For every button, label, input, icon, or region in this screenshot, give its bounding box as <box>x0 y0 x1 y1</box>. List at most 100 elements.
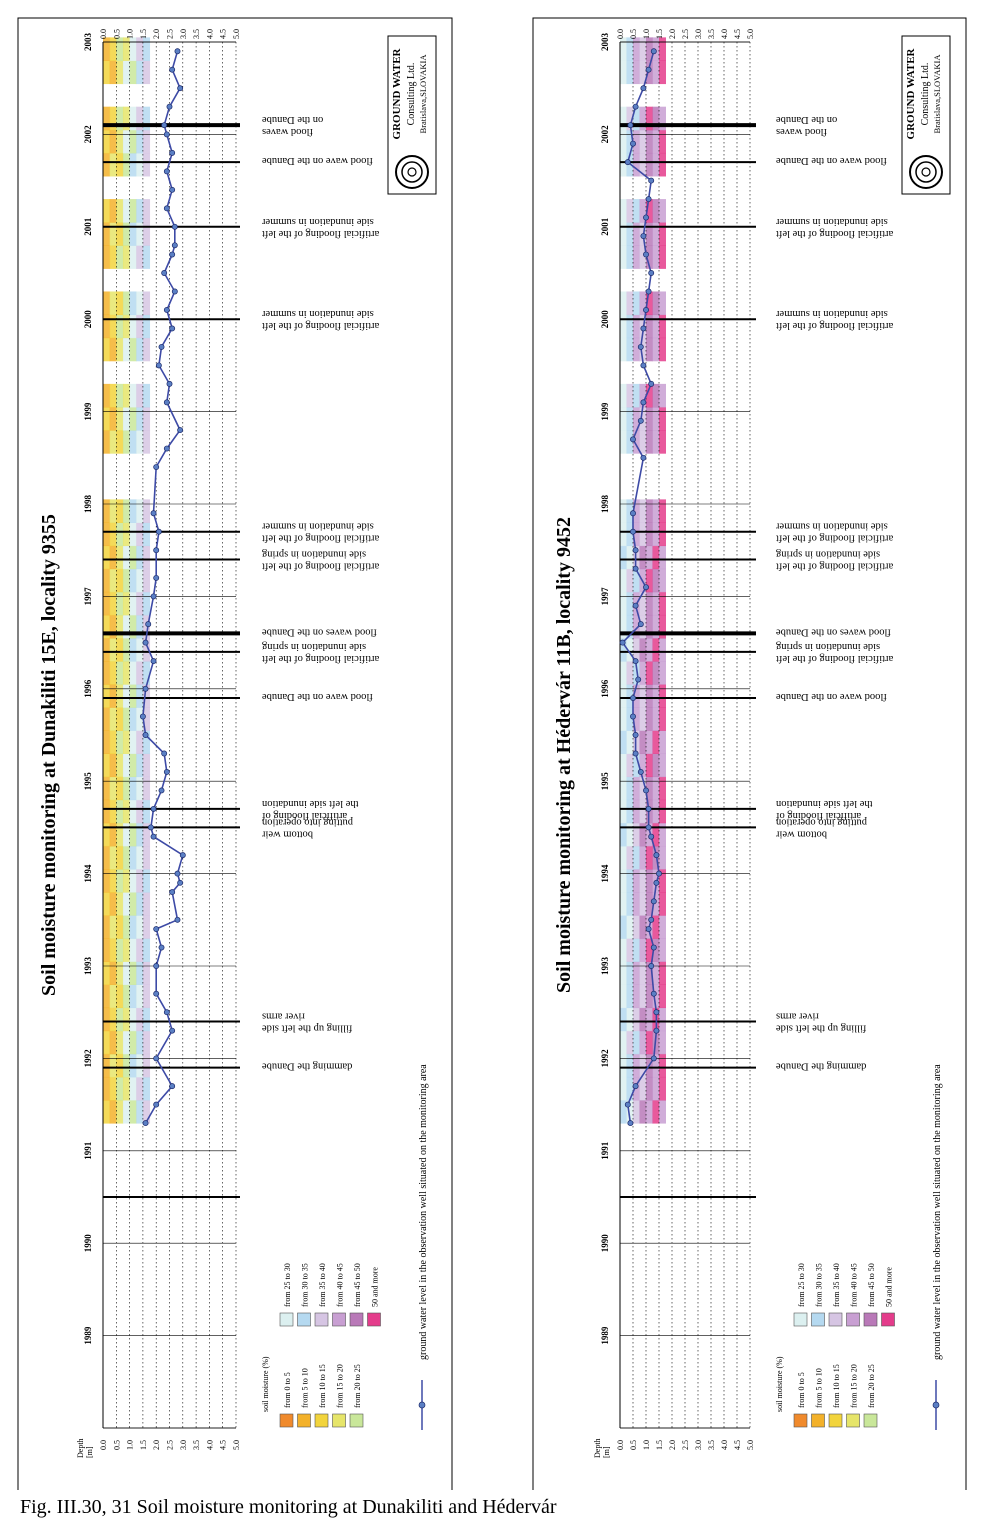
moisture-cell <box>122 938 131 962</box>
moisture-cell <box>659 776 666 801</box>
moisture-cell <box>116 245 124 269</box>
moisture-cell <box>116 845 124 870</box>
moisture-cell <box>136 406 144 431</box>
moisture-cell <box>103 614 111 639</box>
soil-moisture-band <box>103 37 151 1124</box>
moisture-cell <box>626 60 634 85</box>
moisture-cell <box>142 545 151 570</box>
moisture-cell <box>122 961 131 985</box>
event-label-line: artificial flooding of the left <box>262 320 379 331</box>
moisture-cell <box>626 568 634 593</box>
depth-tick-label: 4.0 <box>720 1440 729 1450</box>
moisture-cell <box>122 337 131 362</box>
moisture-cell <box>116 915 124 939</box>
moisture-cell <box>136 684 144 708</box>
legend-swatch <box>881 1312 895 1327</box>
moisture-cell <box>122 637 131 662</box>
legend-label: from 0 to 5 <box>283 1372 292 1408</box>
moisture-cell <box>620 106 627 131</box>
moisture-cell <box>633 545 640 570</box>
event-label-line: side inundation in spring <box>261 641 366 652</box>
legend-well-label: ground water level in the observation we… <box>418 1064 429 1360</box>
depth-tick-label: 5.0 <box>232 1440 241 1450</box>
logo-emblem-icon <box>407 167 417 177</box>
moisture-cell <box>639 383 647 408</box>
moisture-cell <box>652 915 660 939</box>
moisture-cell <box>122 430 131 454</box>
moisture-cell <box>109 961 117 985</box>
moisture-cell <box>639 684 647 708</box>
moisture-cell <box>103 799 111 824</box>
legend-label: from 15 to 20 <box>850 1364 859 1408</box>
moisture-cell <box>659 245 666 269</box>
groundwater-point <box>174 48 181 55</box>
groundwater-point <box>650 48 657 55</box>
legend-swatch <box>863 1312 878 1327</box>
moisture-cell <box>109 291 117 316</box>
depth-tick-label: 3.5 <box>707 29 716 39</box>
groundwater-point <box>139 713 146 720</box>
moisture-cell <box>633 707 640 731</box>
moisture-cell <box>646 637 653 662</box>
depth-tick-label: 1.5 <box>139 29 148 39</box>
depth-tick-label: 4.5 <box>733 1440 742 1450</box>
moisture-cell <box>646 776 653 801</box>
moisture-cell <box>142 614 151 639</box>
legend-swatch <box>828 1312 843 1327</box>
moisture-cell <box>122 1030 131 1055</box>
moisture-cell <box>646 245 653 269</box>
moisture-cell <box>129 822 137 847</box>
moisture-cell <box>109 522 117 547</box>
chart-title: Soil moisture monitoring at Hédervár 11B… <box>553 517 575 993</box>
groundwater-point <box>158 787 165 794</box>
moisture-cell <box>620 730 627 754</box>
groundwater-point <box>163 168 170 175</box>
moisture-cell <box>129 430 137 454</box>
moisture-cell <box>142 730 151 754</box>
groundwater-point <box>158 343 165 350</box>
moisture-cell <box>646 868 653 893</box>
legend: soil moisture (%) from 0 to 5 from 5 to 10… <box>775 1064 943 1430</box>
moisture-cell <box>620 915 627 939</box>
legend-swatch <box>279 1413 294 1428</box>
moisture-cell <box>129 707 137 731</box>
moisture-cell <box>626 430 634 454</box>
moisture-cell <box>626 1099 634 1124</box>
groundwater-point <box>653 852 660 859</box>
event-label: flood wave on the Danube <box>776 691 887 702</box>
moisture-cell <box>109 938 117 962</box>
moisture-cell <box>136 753 144 778</box>
moisture-cell <box>620 845 627 870</box>
depth-tick-label: 1.0 <box>126 1440 135 1450</box>
year-label: 1998 <box>83 495 93 514</box>
groundwater-point <box>169 889 176 896</box>
moisture-cell <box>103 499 111 523</box>
moisture-cell <box>620 383 627 408</box>
moisture-cell <box>103 591 111 616</box>
moisture-cell <box>626 1030 634 1055</box>
moisture-cell <box>103 1030 111 1055</box>
year-label: 1995 <box>600 772 610 791</box>
moisture-cell <box>129 499 137 523</box>
moisture-cell <box>109 129 117 154</box>
moisture-cell <box>652 984 660 1009</box>
legend-label: 50 and more <box>371 1267 380 1307</box>
legend-well-label: ground water level in the observation we… <box>932 1064 943 1360</box>
moisture-cell <box>620 637 627 662</box>
moisture-cell <box>646 730 653 754</box>
moisture-cell <box>136 568 144 593</box>
moisture-cell <box>646 707 653 731</box>
moisture-cell <box>652 199 660 223</box>
moisture-cell <box>103 106 111 131</box>
moisture-cell <box>639 406 647 431</box>
depth-tick-label: 5.0 <box>232 29 241 39</box>
moisture-cell <box>103 199 111 223</box>
groundwater-point <box>632 565 639 572</box>
moisture-cell <box>122 406 131 431</box>
moisture-cell <box>633 406 640 431</box>
depth-tick-label: 0.5 <box>629 1440 638 1450</box>
moisture-cell <box>136 37 144 61</box>
moisture-cell <box>129 892 137 916</box>
groundwater-point <box>650 1055 657 1062</box>
moisture-cell <box>129 984 137 1009</box>
